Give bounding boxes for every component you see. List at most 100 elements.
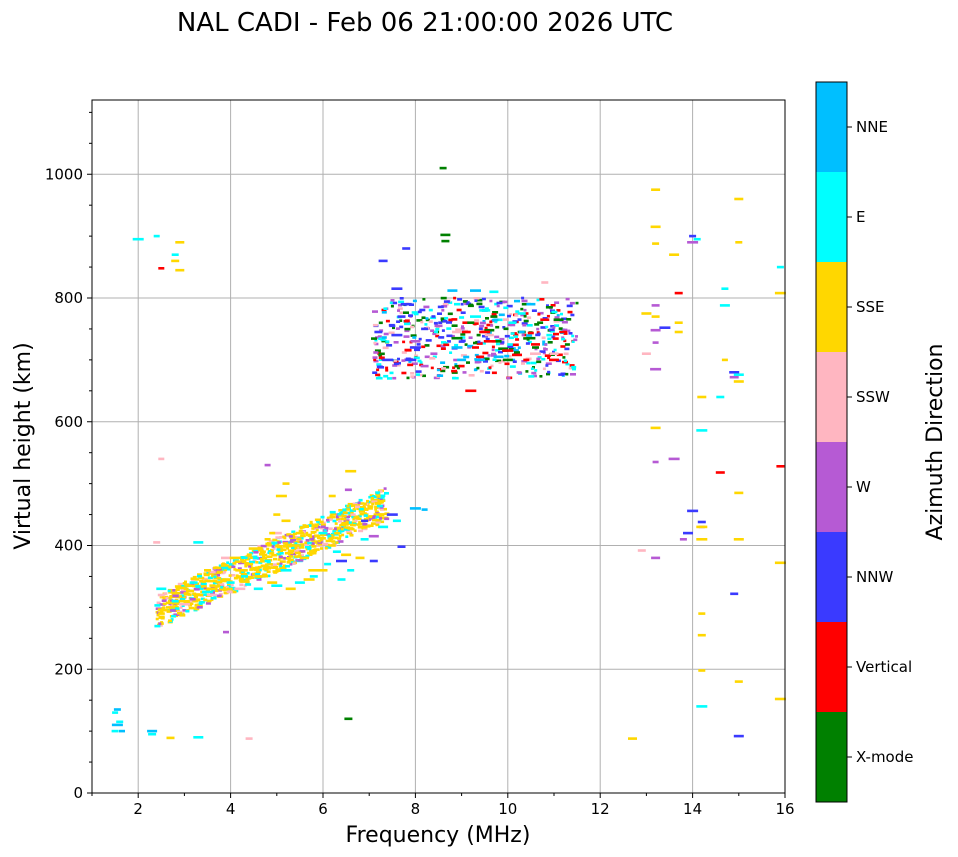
echo-point [313, 527, 316, 530]
echo-point [530, 352, 541, 355]
echo-point [340, 527, 344, 531]
echo-point [226, 585, 231, 588]
echo-point [309, 549, 314, 552]
echo-point [309, 551, 313, 554]
echo-point [526, 302, 536, 306]
echo-point [311, 527, 315, 530]
echo-point [554, 301, 560, 304]
echo-point [734, 491, 744, 495]
echo-point [404, 327, 411, 331]
echo-point [363, 514, 368, 517]
echo-point [251, 549, 255, 553]
echo-point [301, 554, 304, 557]
echo-point [733, 380, 744, 383]
echo-point [166, 610, 172, 613]
echo-point [282, 545, 288, 548]
echo-point [170, 618, 174, 621]
echo-point [278, 555, 283, 559]
echo-point [393, 359, 397, 362]
echo-point [220, 579, 224, 582]
echo-point [397, 545, 406, 548]
echo-point [153, 234, 160, 238]
echo-point [532, 346, 539, 349]
echo-point [498, 361, 502, 364]
echo-point [290, 544, 300, 547]
echo-point [294, 546, 298, 550]
echo-point [345, 469, 357, 473]
echo-point [336, 518, 341, 521]
echo-point [531, 343, 540, 346]
echo-point [421, 508, 428, 511]
echo-point [338, 529, 345, 533]
echo-point [213, 575, 217, 579]
echo-point [568, 332, 573, 335]
echo-point [222, 586, 227, 590]
echo-point [358, 502, 365, 505]
echo-point [312, 535, 316, 538]
echo-point [374, 338, 378, 342]
echo-point [260, 560, 266, 563]
colorbar-tick-label: X-mode [856, 748, 913, 766]
echo-point [461, 325, 464, 328]
echo-point [185, 609, 190, 613]
echo-point [523, 319, 529, 323]
echo-point [307, 541, 314, 545]
echo-point [495, 349, 501, 352]
echo-point [203, 573, 210, 577]
echo-point [431, 315, 436, 318]
echo-point [179, 614, 186, 617]
echo-point [352, 518, 356, 521]
echo-point [637, 549, 646, 552]
echo-point [456, 308, 462, 312]
echo-point [210, 596, 217, 600]
echo-point [378, 513, 385, 516]
echo-point [460, 333, 466, 336]
echo-point [238, 575, 243, 578]
echo-point [774, 291, 786, 295]
echo-point [326, 518, 330, 522]
echo-point [443, 365, 450, 369]
echo-point [494, 335, 500, 339]
echo-point [410, 340, 421, 343]
echo-point [550, 325, 555, 328]
echo-point [231, 565, 236, 569]
echo-point [400, 302, 412, 306]
echo-point [490, 324, 494, 327]
echo-point [565, 372, 569, 376]
echo-point [374, 349, 381, 352]
echo-point [350, 513, 356, 516]
echo-point [734, 680, 743, 683]
echo-point [412, 336, 417, 339]
echo-point [219, 565, 226, 569]
echo-point [440, 369, 446, 373]
echo-point [520, 313, 527, 317]
echo-point [476, 298, 483, 302]
echo-point [569, 301, 575, 305]
echo-point [494, 302, 499, 306]
echo-point [245, 583, 252, 586]
echo-point [425, 318, 430, 322]
echo-point [734, 197, 744, 201]
echo-point [353, 516, 358, 519]
echo-point [378, 352, 385, 356]
echo-point [405, 358, 417, 362]
echo-point [358, 498, 363, 502]
echo-point [441, 341, 446, 344]
echo-point [358, 529, 364, 533]
echo-point [544, 354, 551, 357]
echo-point [270, 549, 274, 553]
colorbar-swatch [816, 532, 847, 622]
echo-point [192, 575, 197, 579]
echo-point [547, 370, 551, 374]
echo-point [562, 356, 566, 359]
echo-point [180, 589, 186, 592]
echo-point [345, 520, 349, 524]
echo-point [245, 737, 253, 740]
echo-point [440, 233, 451, 237]
echo-point [234, 587, 246, 591]
echo-point [499, 359, 505, 363]
echo-point [158, 622, 162, 625]
echo-point [521, 299, 528, 303]
echo-point [239, 577, 244, 580]
echo-point [320, 515, 325, 519]
